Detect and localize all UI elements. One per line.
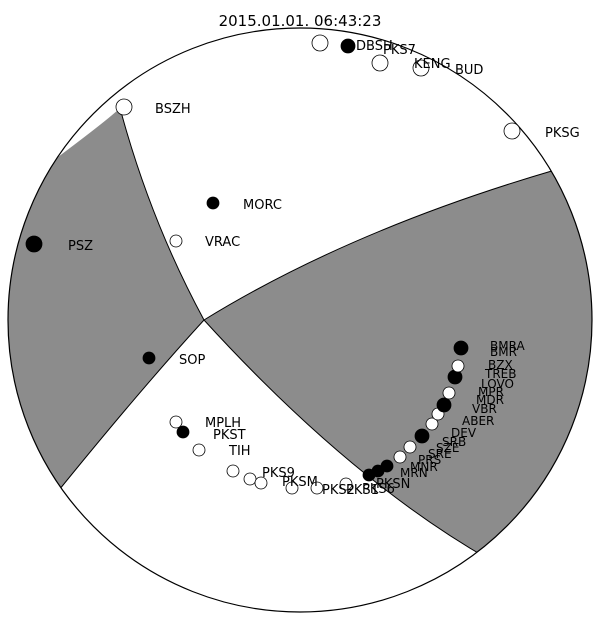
station-label-sre: SRE [428,447,452,461]
station-label-pksg: PKSG [545,126,580,141]
station-label-sop: SOP [179,353,205,368]
station-marker [243,472,257,486]
station-marker [412,59,430,77]
station-label-mnr: MNR [410,460,438,474]
station-label-tih: TIH [228,444,251,459]
nodal-plane-2 [54,169,556,496]
station-label-pks6: PKS6 [362,482,395,497]
station-label-pks9: PKS9 [262,466,295,481]
station-label-treb: TREB [484,367,516,381]
station-marker [436,397,452,413]
station-label-keng: KENG [414,57,451,72]
station-marker [169,415,183,429]
station-label-pksm: PKSM [282,475,318,490]
station-label-pks2: PKS2 [322,483,355,498]
station-label-bmra: BMRA [490,339,525,353]
station-marker [142,351,156,365]
station-label-pkst: PKST [213,428,246,443]
station-marker [340,38,356,54]
station-marker [115,98,133,116]
station-marker [451,359,465,373]
station-label-aber: ABER [462,414,494,428]
station-label-bmr: BMR [490,345,517,359]
station-label-bzx: BZX [488,358,513,372]
station-label-psz: PSZ [68,239,93,254]
station-label-lovo: LOVO [481,377,514,391]
station-marker [371,54,389,72]
station-marker [442,386,456,400]
station-marker [393,450,407,464]
station-marker [169,234,183,248]
station-marker [414,428,430,444]
station-label-bud: BUD [455,63,483,78]
shaded-quadrant-west [8,108,204,495]
station-markers [25,34,521,495]
station-marker [206,196,220,210]
station-label-vrac: VRAC [205,235,240,250]
station-marker [339,477,353,491]
station-label-vbr: VBR [472,402,497,416]
station-label-bszh: BSZH [155,102,191,117]
station-marker [176,425,190,439]
station-label-dbsh: DBSH [356,39,393,54]
station-marker [192,443,206,457]
station-marker [311,34,329,52]
nodal-plane-1 [119,107,491,561]
compressional-quadrants [8,108,592,560]
sphere-outline [7,27,593,613]
station-marker [285,481,299,495]
station-label-sze: SZE [436,441,459,455]
station-marker [254,476,268,490]
station-marker [453,340,469,356]
station-label-pks1: PKS1 [346,483,379,498]
station-marker [380,459,394,473]
station-label-mpr: MPR [478,385,504,399]
station-labels: DBSH PKS7 KENG BUD BSZH PKSG MORC VRAC P… [68,39,580,498]
station-label-morc: MORC [243,198,282,213]
station-label-mplh: MPLH [205,416,241,431]
shaded-quadrant-southeast [204,170,592,560]
station-label-dev: DEV [451,426,477,440]
station-marker [503,122,521,140]
station-marker [25,235,43,253]
station-label-pksn: PKSN [376,477,410,492]
station-marker [310,481,324,495]
station-marker [403,440,417,454]
station-label-mdr: MDR [476,393,504,407]
station-marker [425,417,439,431]
station-label-mrn: MRN [400,466,428,480]
event-timestamp: 2015.01.01. 06:43:23 [219,12,382,30]
station-label-pks7: PKS7 [383,43,416,58]
nodal-planes [54,107,556,561]
station-marker [226,464,240,478]
station-label-prs: PRS [418,453,441,467]
station-label-srb: SRB [442,435,466,449]
